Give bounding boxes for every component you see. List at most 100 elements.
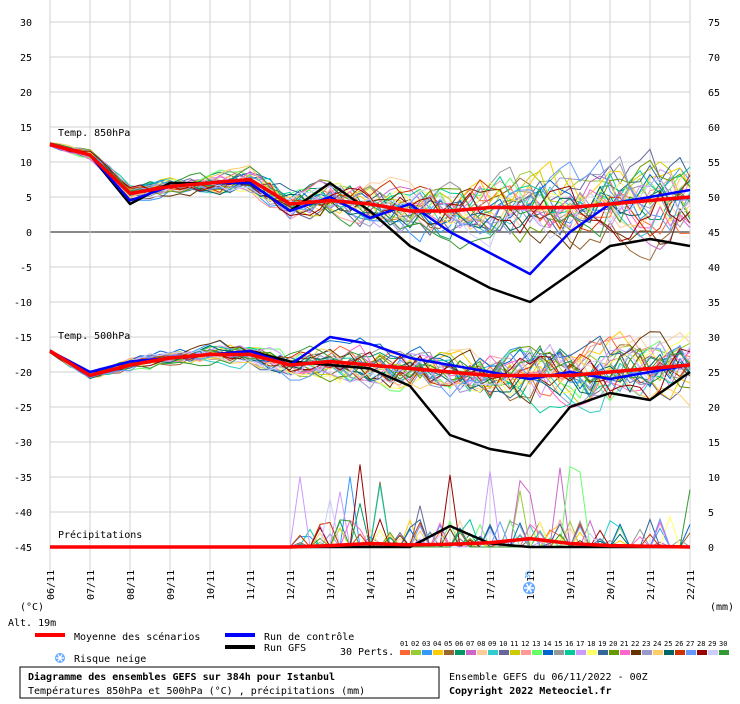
pert-swatch — [609, 650, 619, 655]
pert-number: 01 — [400, 640, 408, 648]
pert-swatch — [642, 650, 652, 655]
y-tick-label: -15 — [14, 333, 32, 344]
y-tick-label: 0 — [26, 228, 32, 239]
title-box — [19, 666, 440, 699]
y2-tick-label: 25 — [708, 368, 720, 379]
pert-swatch — [631, 650, 641, 655]
x-tick-label: 14/11 — [366, 570, 377, 600]
pert-swatch — [543, 650, 553, 655]
legend-snow-icon — [55, 653, 65, 663]
x-tick-label: 07/11 — [86, 570, 97, 600]
y2-tick-label: 50 — [708, 193, 720, 204]
pert-swatch — [444, 650, 454, 655]
pert-number: 11 — [510, 640, 518, 648]
pert-swatch — [477, 650, 487, 655]
y-tick-label: 20 — [20, 88, 32, 99]
y2-tick-label: 15 — [708, 438, 720, 449]
y-tick-label: -5 — [20, 263, 32, 274]
x-tick-label: 06/11 — [46, 570, 57, 600]
y2-tick-label: 0 — [708, 543, 714, 554]
x-tick-label: 10/11 — [206, 570, 217, 600]
x-tick-label: 19/11 — [566, 570, 577, 600]
x-tick-label: 09/11 — [166, 570, 177, 600]
pert-number: 25 — [664, 640, 672, 648]
pert-number: 15 — [554, 640, 562, 648]
y-tick-label: -35 — [14, 473, 32, 484]
snow-risk-value: 3% — [524, 570, 532, 579]
y2-tick-label: 60 — [708, 123, 720, 134]
y-tick-label: -25 — [14, 403, 32, 414]
pert-swatch — [554, 650, 564, 655]
pert-number: 19 — [598, 640, 606, 648]
pert-swatch — [499, 650, 509, 655]
x-tick-label: 17/11 — [486, 570, 497, 600]
pert-swatch — [510, 650, 520, 655]
pert-number: 24 — [653, 640, 661, 648]
pert-850-line — [49, 143, 691, 235]
pert-swatch — [466, 650, 476, 655]
pert-swatch — [653, 650, 663, 655]
series-t850-moyenne-des-sc-narios — [49, 142, 691, 213]
y-tick-label: 25 — [20, 53, 32, 64]
pert-number: 28 — [697, 640, 705, 648]
left-unit-label: (°C) — [20, 602, 44, 613]
legend: Moyenne des scénarios Run de contrôle Ru… — [35, 631, 729, 665]
pert-swatch — [675, 650, 685, 655]
y2-tick-label: 55 — [708, 158, 720, 169]
x-tick-label: 16/11 — [446, 570, 457, 600]
pert-number: 29 — [708, 640, 716, 648]
legend-snow-label: Risque neige — [74, 654, 146, 665]
y2-tick-label: 35 — [708, 298, 720, 309]
y2-tick-label: 30 — [708, 333, 720, 344]
pert-850-line — [49, 144, 691, 237]
pert-swatch — [411, 650, 421, 655]
legend-gfs-label: Run GFS — [264, 643, 306, 654]
y2-tick-label: 70 — [708, 53, 720, 64]
pert-850-line — [49, 144, 691, 232]
series-t850-run-de-contr-le — [49, 143, 691, 276]
x-tick-label: 20/11 — [606, 570, 617, 600]
pert-number: 03 — [422, 640, 430, 648]
copyright: Copyright 2022 Meteociel.fr — [449, 685, 612, 697]
x-tick-label: 21/11 — [646, 570, 657, 600]
pert-number: 12 — [521, 640, 529, 648]
pert-number: 06 — [455, 640, 463, 648]
grid — [49, 0, 691, 597]
legend-mean-label: Moyenne des scénarios — [74, 631, 200, 643]
x-tick-label: 22/11 — [686, 570, 697, 600]
pert-number: 22 — [631, 640, 639, 648]
pert-swatch — [598, 650, 608, 655]
series-precip-moyenne-des-sc-narios — [50, 536, 691, 549]
main-series — [49, 142, 691, 549]
pert-swatch — [521, 650, 531, 655]
pert-swatch — [664, 650, 674, 655]
pert-swatch — [686, 650, 696, 655]
pert-850-line — [49, 144, 691, 249]
y-tick-label: 15 — [20, 123, 32, 134]
y2-tick-label: 20 — [708, 403, 720, 414]
pert-swatch — [400, 650, 410, 655]
pert-swatch — [455, 650, 465, 655]
run-info: Ensemble GEFS du 06/11/2022 - 00Z — [449, 672, 648, 683]
y2-tick-label: 40 — [708, 263, 720, 274]
pert-swatch — [708, 650, 718, 655]
y-tick-label: -20 — [14, 368, 32, 379]
perturbation-legend: 01 02 03 04 05 06 07 08 09 10 11 12 13 14 15 16 17 18 19 20… — [400, 640, 729, 655]
pert-500-line — [49, 348, 691, 401]
y2-tick-label: 10 — [708, 473, 720, 484]
chart-title: Diagramme des ensembles GEFS sur 384h po… — [28, 671, 335, 683]
pert-number: 02 — [411, 640, 419, 648]
pert-swatch — [620, 650, 630, 655]
y-tick-label: -10 — [14, 298, 32, 309]
pert-swatch — [422, 650, 432, 655]
pert-number: 05 — [444, 640, 452, 648]
x-tick-label: 08/11 — [126, 570, 137, 600]
pert-swatch — [565, 650, 575, 655]
y2-tick-label: 75 — [708, 18, 720, 29]
pert-number: 16 — [565, 640, 573, 648]
pert-number: 23 — [642, 640, 650, 648]
pert-number: 09 — [488, 640, 496, 648]
pert-number: 10 — [499, 640, 507, 648]
